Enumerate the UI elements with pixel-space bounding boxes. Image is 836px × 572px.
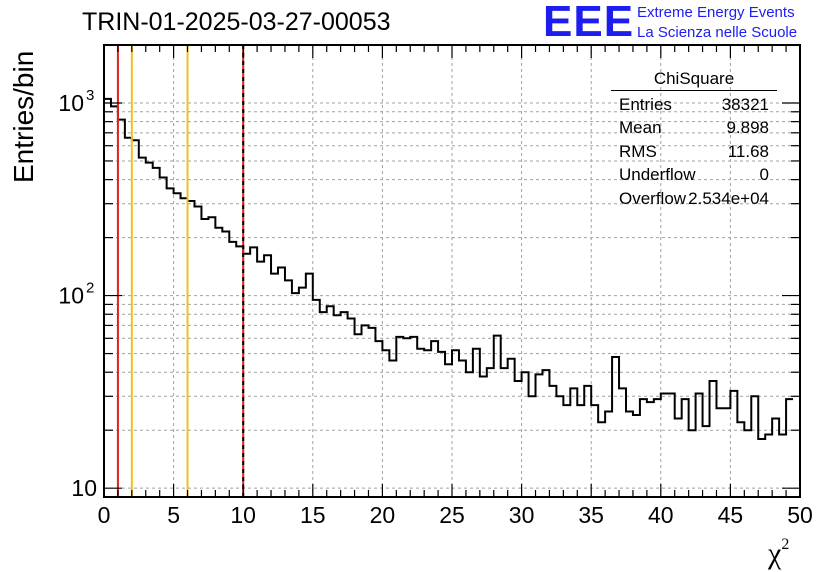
stats-row-mean: Mean 9.898 (611, 116, 777, 139)
x-tick-label: 0 (98, 502, 111, 528)
logo-line-1: Extreme Energy Events (637, 4, 795, 21)
eee-logo: EEE (543, 0, 635, 46)
y-axis-label: Entries/bin (8, 50, 39, 183)
stats-row-entries: Entries 38321 (611, 93, 777, 116)
stats-value: 9.898 (726, 118, 769, 138)
y-tick-label: 10 (71, 475, 97, 501)
stats-value: 38321 (721, 95, 769, 114)
x-tick-label: 35 (578, 502, 604, 528)
histogram-line (104, 97, 794, 441)
x-tick-label: 5 (167, 502, 180, 528)
y-tick-label: 10 (58, 283, 84, 309)
stats-box: ChiSquare Entries 38321 Mean 9.898 RMS 11.6… (611, 70, 777, 210)
y-tick-exponent: 2 (86, 280, 94, 297)
stats-row-underflow: Underflow 0 (611, 163, 777, 186)
y-tick-exponent: 3 (86, 87, 94, 104)
x-tick-label: 50 (787, 502, 813, 528)
stats-row-rms: RMS 11.68 (611, 140, 777, 163)
stats-value: 11.68 (727, 141, 769, 161)
stats-key: Overflow (619, 188, 687, 208)
x-tick-label: 15 (300, 502, 326, 528)
stats-value: 0 (759, 165, 769, 185)
x-tick-label: 30 (509, 502, 535, 528)
x-axis-label: χ2 (768, 536, 789, 571)
x-tick-label: 45 (718, 502, 744, 528)
x-tick-label: 40 (648, 502, 674, 528)
stats-key: Mean (619, 118, 662, 138)
x-tick-label: 20 (370, 502, 396, 528)
stats-key: RMS (619, 141, 657, 161)
y-tick-label: 10 (58, 90, 84, 116)
x-axis-label-symbol: χ (768, 537, 782, 570)
chart-title: TRIN-01-2025-03-27-00053 (82, 8, 391, 36)
x-axis-label-sup: 2 (781, 536, 790, 553)
x-tick-label: 10 (230, 502, 256, 528)
stats-row-overflow: Overflow 2.534e+04 (611, 187, 777, 210)
stats-title: ChiSquare (611, 70, 777, 91)
stats-key: Underflow (619, 165, 696, 185)
logo-line-2: La Scienza nelle Scuole (637, 24, 798, 41)
stats-value: 2.534e+04 (688, 188, 769, 208)
x-tick-label: 25 (439, 502, 465, 528)
stats-key: Entries (619, 95, 672, 114)
